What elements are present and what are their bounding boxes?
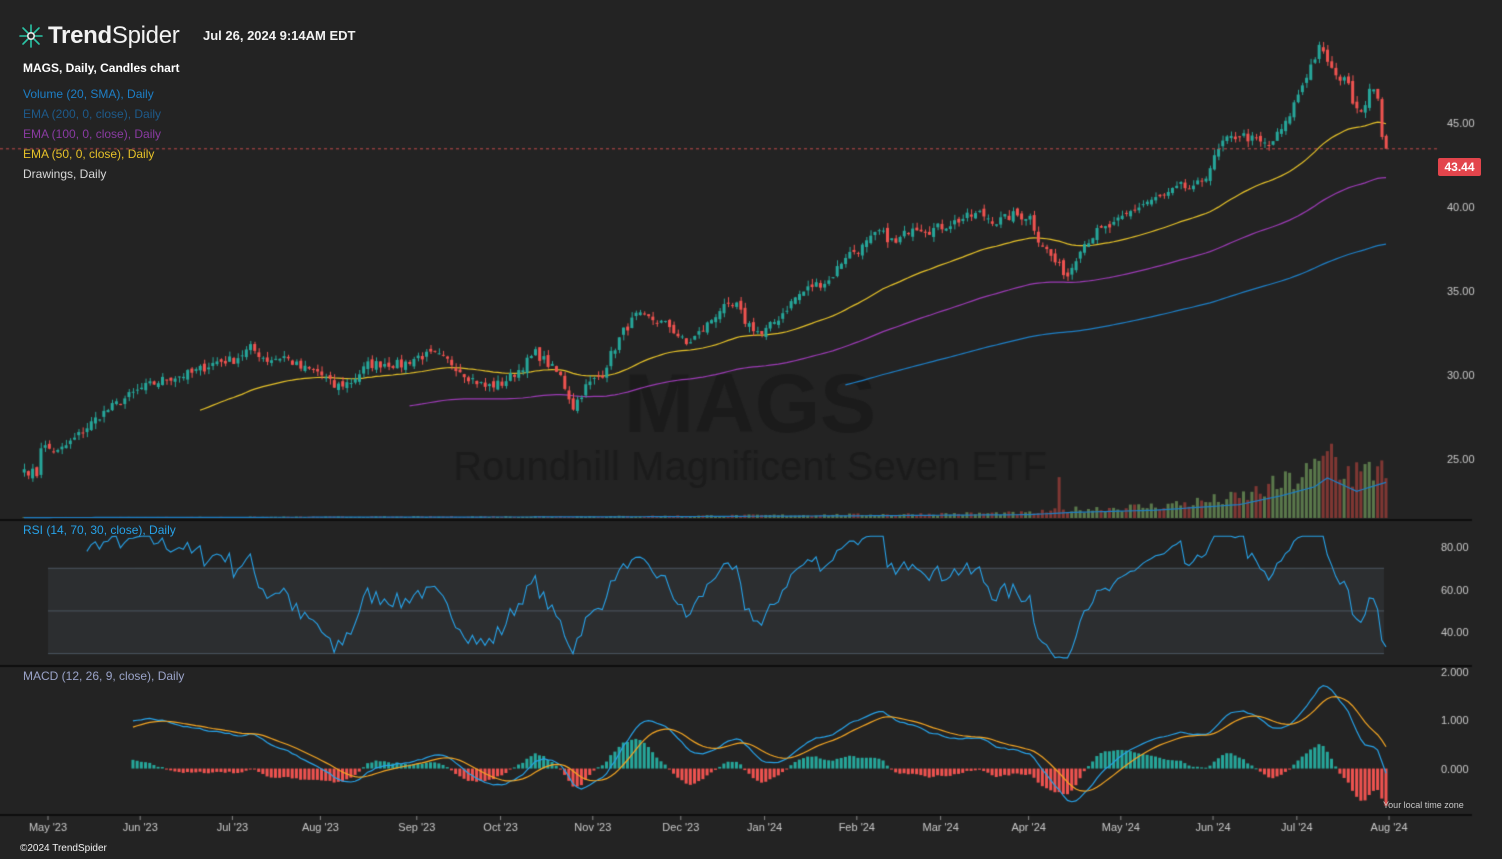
legend-drawings[interactable]: Drawings, Daily <box>23 167 107 181</box>
legend-rsi[interactable]: RSI (14, 70, 30, close), Daily <box>23 523 176 537</box>
legend-ema100[interactable]: EMA (100, 0, close), Daily <box>23 127 162 141</box>
timestamp: Jul 26, 2024 9:14AM EDT <box>203 28 356 43</box>
last-price-tag: 43.44 <box>1438 158 1481 176</box>
legend-macd[interactable]: MACD (12, 26, 9, close), Daily <box>23 669 185 683</box>
legend-main[interactable]: MAGS, Daily, Candles chart <box>23 61 180 75</box>
brand-bold: Trend <box>48 22 112 49</box>
trendspider-logo: TrendSpider <box>18 22 180 50</box>
legend-ema50[interactable]: EMA (50, 0, close), Daily <box>23 147 155 161</box>
timezone-note: Your local time zone <box>1383 800 1464 810</box>
copyright: ©2024 TrendSpider <box>20 843 107 854</box>
trendspider-logo-icon <box>19 24 43 48</box>
legend-ema200[interactable]: EMA (200, 0, close), Daily <box>23 107 162 121</box>
legend-volume[interactable]: Volume (20, SMA), Daily <box>23 87 154 101</box>
brand-name: TrendSpider <box>48 22 180 50</box>
brand-light: Spider <box>111 22 180 49</box>
